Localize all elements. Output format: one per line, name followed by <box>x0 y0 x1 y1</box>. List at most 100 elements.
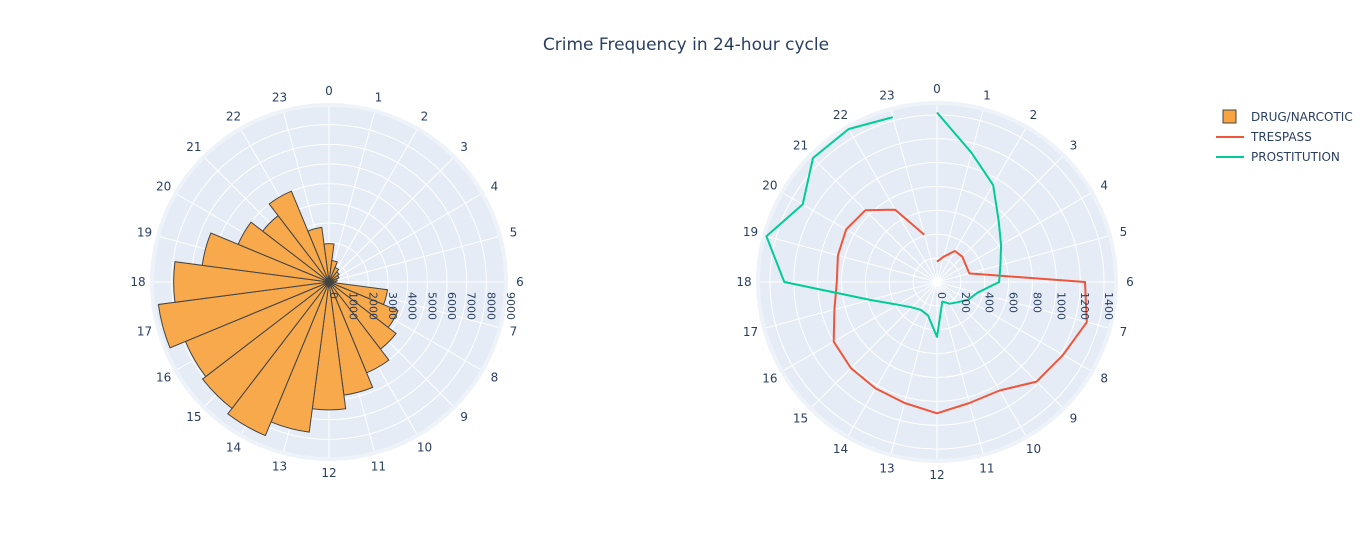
line-chart-angular-gridline <box>810 155 938 283</box>
line-chart-radial-tick-label: 800 <box>1030 292 1043 313</box>
drug-chart-radial-tick-label: 5000 <box>425 292 438 320</box>
drug-chart-hour-label: 19 <box>137 226 152 240</box>
legend-swatch-drug-narcotic <box>1222 109 1237 124</box>
line-chart-angular-gridline <box>936 281 984 456</box>
line-chart-angular-gridline <box>936 126 1027 283</box>
legend-item[interactable]: DRUG/NARCOTIC <box>1222 109 1353 124</box>
trespass-line[interactable] <box>832 208 1088 415</box>
line-chart-hour-label: 7 <box>1120 325 1128 339</box>
line-chart-hour-label: 19 <box>743 225 758 239</box>
drug-chart-hour-label: 1 <box>375 91 383 105</box>
line-chart-hour-label: 17 <box>743 325 758 339</box>
drug-chart-hour-label: 8 <box>491 371 499 385</box>
drug-chart-radial-tick-label: 2000 <box>366 292 379 320</box>
legend-item[interactable]: TRESPASS <box>1216 130 1312 144</box>
drug-chart-hour-label: 5 <box>510 226 518 240</box>
line-chart-angular-gridline <box>936 192 1093 283</box>
line-chart-hour-label: 2 <box>1030 108 1038 122</box>
line-chart-hour-label: 23 <box>879 89 894 103</box>
drug-chart-hour-label: 11 <box>371 459 386 473</box>
line-chart-hour-label: 11 <box>979 461 994 475</box>
line-chart-hour-label: 18 <box>736 275 751 289</box>
chart-title: Crime Frequency in 24-hour cycle <box>543 35 829 55</box>
line-chart-hour-label: 20 <box>762 179 777 193</box>
drug-chart-hour-label: 15 <box>186 410 201 424</box>
line-chart-outer-ring <box>756 101 1118 463</box>
drug-chart-radial-tick-label: 9000 <box>504 292 517 320</box>
drug-chart-outer-ring <box>150 103 508 461</box>
drug-narcotic-bar[interactable] <box>328 274 340 283</box>
drug-chart-hour-label: 13 <box>272 459 287 473</box>
drug-chart-hour-label: 3 <box>460 140 468 154</box>
line-chart-hour-label: 10 <box>1026 442 1041 456</box>
line-chart-hour-label: 9 <box>1070 411 1078 425</box>
drug-chart-radial-tick-label: 6000 <box>445 292 458 320</box>
drug-chart-hour-label: 2 <box>421 110 429 124</box>
drug-chart-hour-label: 18 <box>130 275 145 289</box>
drug-chart-radial-tick-label: 0 <box>327 292 340 299</box>
line-chart-angular-gridline <box>890 108 938 283</box>
line-chart-angular-gridline <box>936 235 1111 283</box>
line-chart-hour-label: 5 <box>1120 225 1128 239</box>
drug-chart-radial-tick-label: 8000 <box>484 292 497 320</box>
legend-label: DRUG/NARCOTIC <box>1251 110 1353 124</box>
drug-chart-hour-label: 23 <box>272 91 287 105</box>
line-chart-angular-gridline <box>936 155 1064 283</box>
drug-narcotic-bar[interactable] <box>328 278 338 283</box>
line-chart-hour-label: 0 <box>933 82 941 96</box>
line-chart-hour-label: 3 <box>1070 139 1078 153</box>
drug-chart-angular-gridline <box>328 110 376 283</box>
drug-narcotic-bar[interactable] <box>173 261 330 303</box>
line-chart-hour-label: 16 <box>762 372 777 386</box>
drug-chart-hour-label: 21 <box>186 140 201 154</box>
line-chart-hour-label: 4 <box>1100 179 1108 193</box>
drug-chart-angular-gridline <box>328 156 455 283</box>
drug-chart-hour-label: 22 <box>226 110 241 124</box>
drug-chart-hour-label: 6 <box>516 275 524 289</box>
drug-chart-hour-label: 17 <box>137 324 152 338</box>
line-chart-radial-tick-label: 0 <box>935 292 948 299</box>
line-chart-radial-tick-label: 1200 <box>1078 292 1091 320</box>
prostitution-line[interactable] <box>765 111 1003 338</box>
drug-narcotic-bar[interactable] <box>237 221 330 283</box>
drug-narcotic-bar[interactable] <box>268 190 330 283</box>
line-chart-radial-tick-label: 600 <box>1007 292 1020 313</box>
line-chart-hour-label: 1 <box>983 89 991 103</box>
drug-chart-radial-tick-label: 3000 <box>386 292 399 320</box>
drug-chart-angular-gridline <box>328 235 501 283</box>
line-chart-angular-gridline <box>936 281 1027 438</box>
legend-item[interactable]: PROSTITUTION <box>1216 150 1340 164</box>
drug-chart-angular-gridline <box>328 193 483 283</box>
line-chart-angular-gridline <box>763 235 938 283</box>
drug-chart-hour-label: 16 <box>156 371 171 385</box>
legend-label: PROSTITUTION <box>1251 150 1340 164</box>
drug-narcotic-bar[interactable] <box>201 281 330 410</box>
line-chart-radial-tick-label: 1400 <box>1102 292 1115 320</box>
line-chart-hour-label: 15 <box>793 411 808 425</box>
drug-chart-hour-label: 12 <box>321 466 336 480</box>
line-chart-hour-label: 14 <box>833 442 848 456</box>
drug-narcotic-bar[interactable] <box>157 281 330 349</box>
drug-chart-hour-label: 4 <box>491 180 499 194</box>
line-chart-hour-label: 8 <box>1100 372 1108 386</box>
line-chart-radial-tick-label: 400 <box>983 292 996 313</box>
drug-chart-hour-label: 9 <box>460 410 468 424</box>
line-chart-hour-label: 6 <box>1126 275 1134 289</box>
line-chart-hour-label: 12 <box>929 468 944 482</box>
line-chart-angular-gridline <box>936 281 1111 329</box>
drug-chart-hour-label: 14 <box>226 440 241 454</box>
line-chart-angular-gridline <box>847 126 938 283</box>
drug-narcotic-bar[interactable] <box>227 281 330 437</box>
line-chart-radial-tick-label: 1000 <box>1054 292 1067 320</box>
drug-chart-hour-label: 0 <box>325 84 333 98</box>
drug-narcotic-bar[interactable] <box>307 226 330 283</box>
legend-label: TRESPASS <box>1250 130 1312 144</box>
line-chart-hour-label: 22 <box>833 108 848 122</box>
line-chart-angular-gridline <box>936 108 984 283</box>
line-chart-angular-gridline <box>763 281 938 329</box>
legend[interactable]: DRUG/NARCOTIC TRESPASS PROSTITUTION <box>1216 109 1353 164</box>
drug-narcotic-bar[interactable] <box>201 232 330 283</box>
